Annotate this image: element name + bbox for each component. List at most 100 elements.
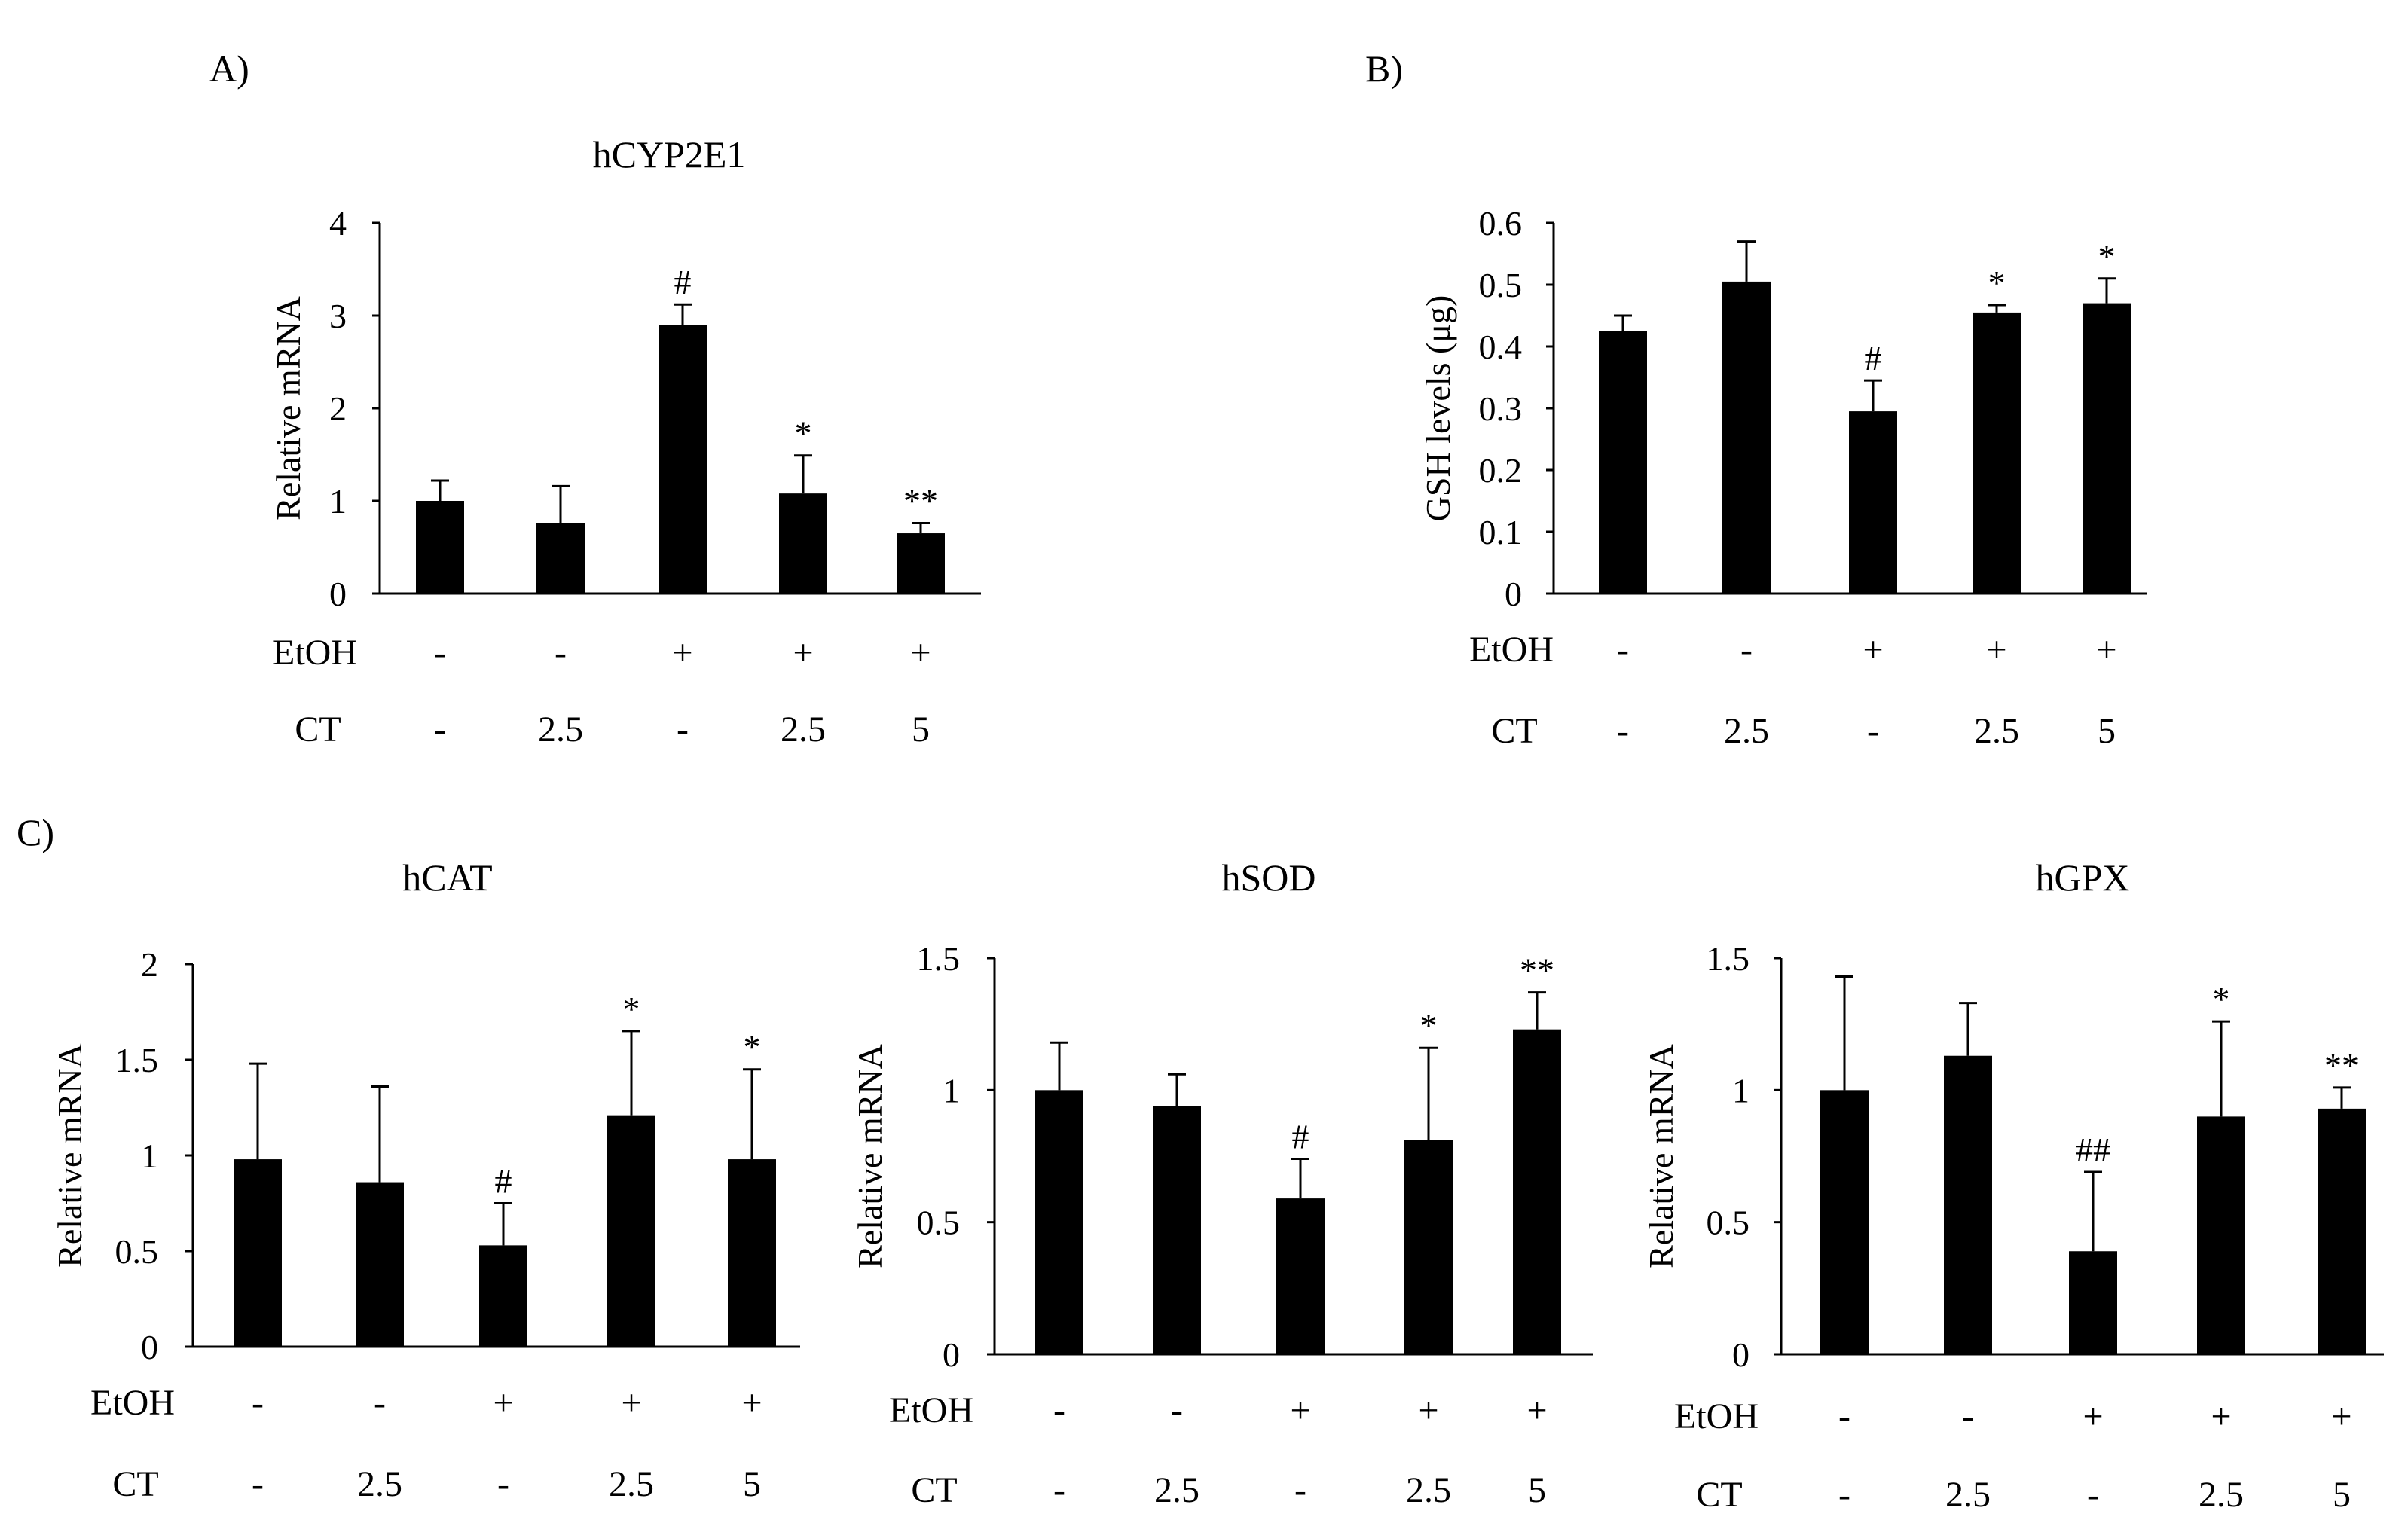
bar-gsh-0 — [1599, 331, 1647, 594]
etoh-cond-gsh-2: + — [1863, 630, 1883, 670]
etoh-cond-gpx-0: - — [1838, 1396, 1850, 1436]
row-label-etoh-gsh: EtOH — [1469, 630, 1554, 670]
bar-cat-2 — [479, 1245, 527, 1347]
etoh-cond-gsh-0: - — [1617, 630, 1629, 670]
ct-cond-gpx-0: - — [1838, 1475, 1850, 1515]
ct-cond-sod-3: 2.5 — [1406, 1470, 1451, 1510]
y-axis-label-cyp2e1: Relative mRNA — [269, 296, 307, 520]
y-tick-label-cat: 0.5 — [115, 1232, 159, 1271]
significance-gpx-3: * — [2213, 980, 2230, 1018]
ct-cond-sod-2: - — [1294, 1470, 1306, 1510]
ct-cond-cat-4: 5 — [743, 1464, 761, 1504]
ct-cond-gsh-3: 2.5 — [1974, 711, 2019, 751]
ct-cond-cyp2e1-2: - — [677, 710, 689, 749]
ct-cond-cat-0: - — [252, 1464, 264, 1504]
y-tick-label-gsh: 0.6 — [1479, 204, 1523, 243]
ct-cond-cyp2e1-3: 2.5 — [781, 710, 826, 749]
significance-gsh-3: * — [1988, 264, 2006, 302]
bar-cyp2e1-3 — [779, 493, 827, 594]
significance-sod-4: ** — [1520, 951, 1554, 990]
y-tick-label-cat: 2 — [141, 945, 158, 984]
ct-cond-cat-2: - — [497, 1464, 509, 1504]
chart-cat: hCAT 0 0.5 1 1.5 2 Relative mRNA # * * EtOH CT - - + + +… — [50, 856, 800, 1504]
etoh-cond-cyp2e1-4: + — [910, 633, 931, 673]
y-tick-label-gpx: 0.5 — [1707, 1204, 1750, 1242]
etoh-cond-cat-3: + — [621, 1383, 641, 1423]
y-tick-label-cyp2e1: 4 — [329, 204, 347, 243]
etoh-cond-cyp2e1-1: - — [555, 633, 567, 673]
row-label-etoh-gpx: EtOH — [1674, 1396, 1759, 1436]
row-label-etoh-cat: EtOH — [90, 1383, 175, 1423]
etoh-cond-gpx-4: + — [2331, 1396, 2351, 1436]
panel-label-c: C) — [17, 811, 54, 853]
chart-title-cat: hCAT — [402, 856, 492, 899]
bar-cyp2e1-0 — [416, 501, 464, 594]
y-tick-label-cyp2e1: 3 — [329, 297, 347, 335]
y-tick-label-gpx: 0 — [1732, 1335, 1749, 1374]
etoh-cond-gpx-3: + — [2211, 1396, 2231, 1436]
y-tick-label-cat: 1.5 — [115, 1041, 159, 1079]
etoh-cond-sod-4: + — [1526, 1390, 1547, 1430]
bar-gpx-0 — [1820, 1090, 1869, 1354]
bar-gpx-1 — [1944, 1055, 1992, 1354]
etoh-cond-sod-0: - — [1053, 1390, 1065, 1430]
y-tick-label-cat: 0 — [141, 1328, 158, 1366]
etoh-cond-cyp2e1-0: - — [434, 633, 446, 673]
ct-cond-gpx-2: - — [2087, 1475, 2099, 1515]
chart-title-gpx: hGPX — [2035, 856, 2129, 899]
etoh-cond-sod-3: + — [1418, 1390, 1438, 1430]
y-tick-label-cyp2e1: 2 — [329, 389, 347, 428]
y-tick-label-cyp2e1: 0 — [329, 575, 347, 613]
chart-gsh: 0 0.1 0.2 0.3 0.4 0.5 0.6 GSH levels (μg) # * * EtO… — [1419, 204, 2147, 751]
y-tick-label-sod: 1 — [943, 1071, 960, 1109]
bar-gpx-4 — [2318, 1108, 2366, 1354]
etoh-cond-cat-0: - — [252, 1383, 264, 1423]
row-label-ct-gpx: CT — [1696, 1475, 1742, 1515]
row-label-etoh-cyp2e1: EtOH — [273, 633, 357, 673]
significance-gpx-2: ## — [2076, 1131, 2110, 1169]
etoh-cond-cyp2e1-2: + — [672, 633, 692, 673]
y-tick-label-cyp2e1: 1 — [329, 482, 347, 520]
y-tick-label-gpx: 1 — [1732, 1071, 1749, 1109]
bar-gsh-3 — [1973, 312, 2021, 594]
bar-gsh-1 — [1722, 281, 1771, 594]
bar-sod-0 — [1035, 1090, 1083, 1354]
ct-cond-gsh-2: - — [1867, 711, 1879, 751]
panel-label-a: A) — [209, 47, 249, 90]
y-tick-label-gsh: 0 — [1505, 575, 1522, 613]
row-label-ct-sod: CT — [911, 1470, 957, 1510]
significance-sod-2: # — [1292, 1118, 1309, 1156]
ct-cond-cyp2e1-0: - — [434, 710, 446, 749]
etoh-cond-gsh-1: - — [1740, 630, 1753, 670]
significance-cat-3: * — [623, 990, 640, 1028]
y-axis-label-sod: Relative mRNA — [851, 1044, 889, 1268]
etoh-cond-sod-1: - — [1171, 1390, 1183, 1430]
significance-gpx-4: ** — [2324, 1046, 2359, 1085]
bar-sod-1 — [1153, 1106, 1201, 1354]
bar-cyp2e1-2 — [659, 325, 707, 594]
significance-cyp2e1-4: ** — [903, 482, 938, 520]
y-tick-label-gsh: 0.4 — [1479, 328, 1523, 366]
significance-gsh-2: # — [1865, 339, 1882, 377]
etoh-cond-cat-2: + — [493, 1383, 513, 1423]
row-label-ct-cat: CT — [112, 1464, 158, 1504]
ct-cond-gsh-4: 5 — [2098, 711, 2116, 751]
y-tick-label-sod: 0.5 — [917, 1204, 961, 1242]
chart-title-cyp2e1: hCYP2E1 — [593, 133, 746, 175]
bar-cat-0 — [234, 1159, 282, 1347]
etoh-cond-cyp2e1-3: + — [793, 633, 813, 673]
bar-cat-3 — [607, 1115, 655, 1347]
ct-cond-gpx-3: 2.5 — [2199, 1475, 2244, 1515]
panel-label-b: B) — [1365, 47, 1403, 90]
ct-cond-cat-1: 2.5 — [357, 1464, 402, 1504]
significance-cat-4: * — [744, 1028, 761, 1067]
etoh-cond-gsh-3: + — [1986, 630, 2006, 670]
y-tick-label-gsh: 0.5 — [1479, 266, 1523, 304]
y-tick-label-gpx: 1.5 — [1707, 939, 1750, 978]
etoh-cond-cat-1: - — [374, 1383, 386, 1423]
etoh-cond-gpx-1: - — [1962, 1396, 1974, 1436]
